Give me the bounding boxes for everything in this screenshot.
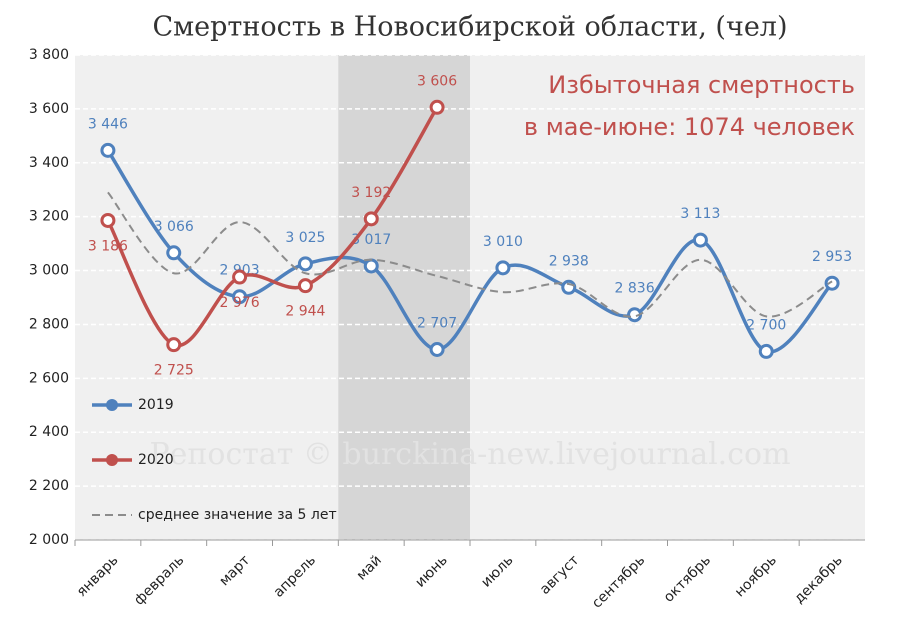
legend-marker bbox=[106, 399, 118, 411]
x-tick-label: октябрь bbox=[661, 552, 714, 605]
y-tick-label: 3 400 bbox=[29, 155, 69, 171]
data-point bbox=[232, 269, 248, 285]
legend-label: 2020 bbox=[138, 452, 174, 468]
data-label: 3 446 bbox=[88, 116, 128, 132]
series-line bbox=[107, 191, 833, 318]
data-point bbox=[297, 278, 313, 294]
data-label: 3 066 bbox=[154, 219, 194, 235]
x-tick-label: февраль bbox=[131, 552, 187, 608]
data-label: 2 725 bbox=[154, 363, 194, 379]
data-point bbox=[166, 245, 182, 261]
x-tick-label: сентябрь bbox=[589, 552, 648, 611]
series-line bbox=[106, 106, 439, 348]
x-tick-label: январь bbox=[74, 552, 122, 600]
data-point bbox=[824, 275, 840, 291]
data-point bbox=[429, 342, 445, 358]
data-label: 2 976 bbox=[220, 295, 260, 311]
annotation: Избыточная смертность bbox=[548, 71, 855, 99]
legend-marker bbox=[106, 454, 118, 466]
legend-label: 2019 bbox=[138, 397, 174, 413]
x-tick-label: апрель bbox=[271, 552, 319, 600]
highlight-band bbox=[338, 55, 470, 540]
data-point bbox=[100, 212, 116, 228]
y-tick-label: 2 600 bbox=[29, 370, 69, 386]
data-label: 2 953 bbox=[812, 249, 852, 265]
data-label: 3 017 bbox=[351, 232, 391, 248]
y-tick-label: 2 200 bbox=[29, 478, 69, 494]
data-label: 3 010 bbox=[483, 234, 523, 250]
x-tick-label: март bbox=[216, 552, 253, 589]
y-tick-label: 3 000 bbox=[29, 263, 69, 279]
data-point bbox=[100, 142, 116, 158]
data-point bbox=[297, 256, 313, 272]
data-point bbox=[166, 337, 182, 353]
data-label: 2 836 bbox=[615, 281, 655, 297]
series-line bbox=[106, 149, 834, 354]
y-tick-label: 2 000 bbox=[29, 532, 69, 548]
data-label: 3 606 bbox=[417, 73, 457, 89]
y-tick-label: 3 200 bbox=[29, 209, 69, 225]
data-point bbox=[495, 260, 511, 276]
data-label: 2 944 bbox=[285, 304, 325, 320]
data-point bbox=[758, 343, 774, 359]
data-label: 3 192 bbox=[351, 185, 391, 201]
y-tick-label: 3 600 bbox=[29, 101, 69, 117]
data-label: 2 938 bbox=[549, 253, 589, 269]
watermark: Репостат © burckina-new.livejournal.com bbox=[149, 437, 790, 472]
data-label: 2 700 bbox=[746, 317, 786, 333]
chart-title: Смертность в Новосибирской области, (чел… bbox=[152, 12, 787, 43]
data-point bbox=[363, 258, 379, 274]
x-tick-label: июнь bbox=[412, 552, 450, 590]
data-label: 3 113 bbox=[680, 206, 720, 222]
y-tick-label: 2 400 bbox=[29, 424, 69, 440]
x-tick-label: август bbox=[537, 552, 582, 597]
data-point bbox=[692, 232, 708, 248]
x-tick-label: ноябрь bbox=[732, 552, 780, 600]
data-point bbox=[429, 99, 445, 115]
data-point bbox=[363, 211, 379, 227]
x-tick-label: май bbox=[354, 552, 385, 583]
data-point bbox=[232, 289, 248, 305]
x-tick-label: декабрь bbox=[791, 552, 846, 607]
data-label: 3 186 bbox=[88, 238, 128, 254]
x-tick-label: июль bbox=[478, 552, 516, 590]
data-label: 3 025 bbox=[285, 230, 325, 246]
data-label: 2 707 bbox=[417, 316, 457, 332]
y-tick-label: 3 800 bbox=[29, 47, 69, 63]
annotation: в мае-июне: 1074 человек bbox=[524, 113, 855, 141]
y-tick-label: 2 800 bbox=[29, 316, 69, 332]
legend-label: среднее значение за 5 лет bbox=[138, 507, 337, 523]
